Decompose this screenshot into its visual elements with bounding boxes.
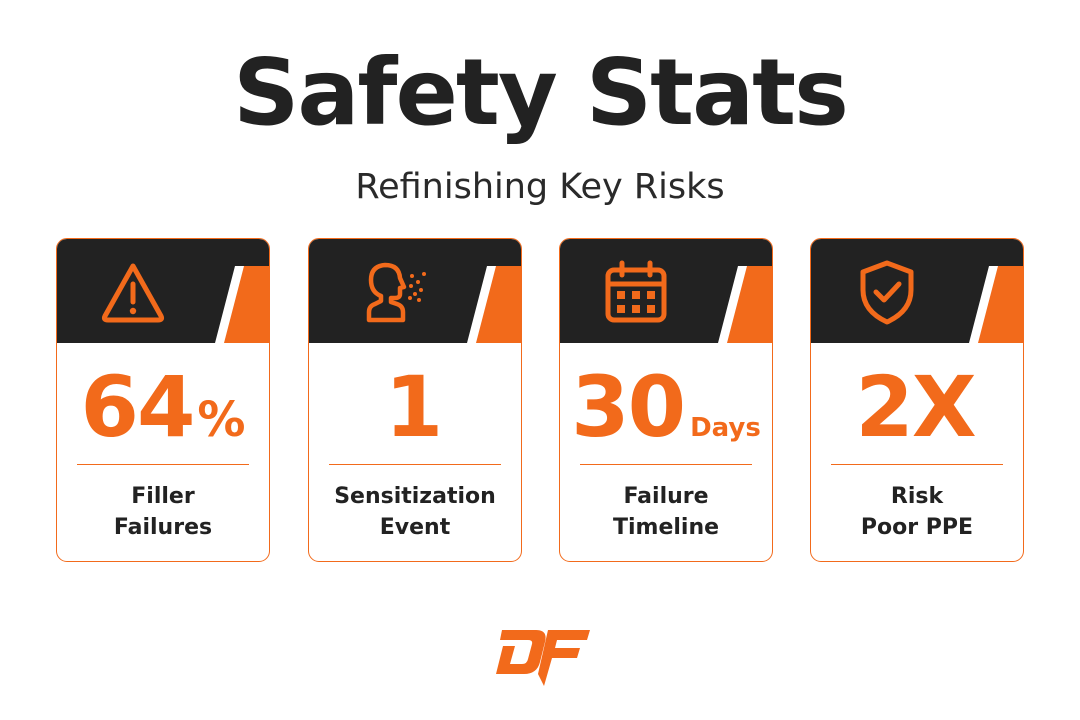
stat-label-line1: Filler [131,484,195,509]
calendar-icon [605,260,667,323]
stat-label-line2: Poor PPE [860,515,974,540]
stat-label-line1: Sensitization [334,484,496,509]
card-header-band [309,239,521,343]
stat-label-line2: Failures [113,515,213,540]
card-divider [580,464,752,465]
stat-value: 2X [811,357,1023,457]
stat-value-unit: Days [690,413,761,443]
shield-check-icon [860,260,914,325]
stat-value-number: 2X [855,358,976,456]
stat-card-risk-poor-ppe: 2X Risk Poor PPE [810,238,1024,562]
df-brand-logo [496,630,590,686]
stat-label-line2: Event [379,515,451,540]
card-header [560,239,772,343]
warning-triangle-icon [101,263,165,323]
stat-label-line2: Timeline [612,515,720,540]
stat-value: 64 % [57,357,269,457]
stat-value-number: 30 [571,358,686,456]
stat-value: 1 [309,357,521,457]
stat-value-unit: % [197,392,246,448]
card-header [309,239,521,343]
page-subtitle: Refinishing Key Risks [355,167,725,207]
stat-value: 30 Days [560,357,772,457]
card-header-band [811,239,1023,343]
card-divider [831,464,1003,465]
stat-label: Risk Poor PPE [811,481,1023,543]
card-header [811,239,1023,343]
stat-label: Sensitization Event [309,481,521,543]
stat-label-line1: Risk [890,484,944,509]
stat-card-sensitization-event: 1 Sensitization Event [308,238,522,562]
stat-label-line1: Failure [623,484,709,509]
card-header-band [57,239,269,343]
stat-label: Filler Failures [57,481,269,543]
stat-value-number: 1 [384,358,443,456]
stat-card-filler-failures: 64 % Filler Failures [56,238,270,562]
stat-label: Failure Timeline [560,481,772,543]
card-header [57,239,269,343]
stat-card-failure-timeline: 30 Days Failure Timeline [559,238,773,562]
head-inhaling-particles-icon [366,262,426,323]
card-divider [77,464,249,465]
page-title: Safety Stats [233,39,849,146]
stat-value-number: 64 [80,358,196,456]
card-divider [329,464,501,465]
